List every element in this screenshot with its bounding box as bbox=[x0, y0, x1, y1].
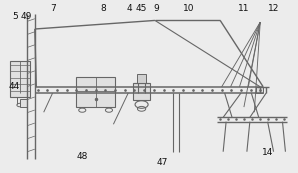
Bar bbox=[137, 74, 146, 83]
Text: 9: 9 bbox=[153, 4, 159, 13]
Text: 7: 7 bbox=[50, 4, 55, 13]
Text: 49: 49 bbox=[20, 12, 32, 21]
Text: 10: 10 bbox=[183, 4, 195, 13]
Text: 47: 47 bbox=[157, 158, 168, 167]
Bar bbox=[76, 77, 115, 107]
Text: 4: 4 bbox=[127, 4, 133, 13]
Text: 5: 5 bbox=[12, 12, 18, 21]
Bar bbox=[256, 87, 263, 93]
Text: 14: 14 bbox=[262, 148, 273, 157]
Bar bbox=[10, 61, 30, 97]
Text: 11: 11 bbox=[238, 4, 250, 13]
Text: 8: 8 bbox=[100, 4, 106, 13]
Bar bbox=[133, 83, 150, 100]
Text: 45: 45 bbox=[136, 4, 147, 13]
Text: 48: 48 bbox=[77, 152, 88, 161]
Text: 44: 44 bbox=[8, 82, 20, 91]
Bar bbox=[20, 98, 27, 107]
Text: 12: 12 bbox=[268, 4, 279, 13]
